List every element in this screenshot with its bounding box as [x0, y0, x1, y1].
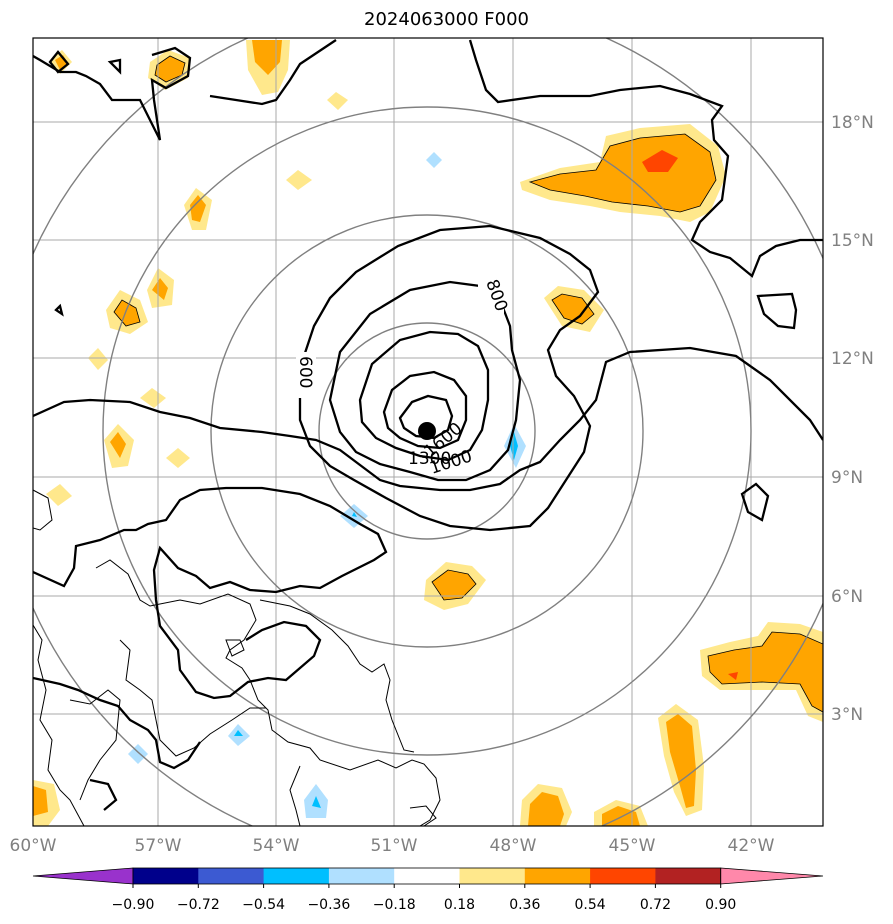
x-tick-label: 48°W [490, 836, 537, 856]
colorbar-extend-low [32, 867, 134, 885]
colorbar-tick-label: −0.18 [373, 897, 416, 913]
colorbar-tick-label: 0.54 [575, 897, 606, 913]
colorbar-segment [459, 868, 526, 884]
shaded-positive-fields [33, 40, 823, 826]
colorbar-tick-label: −0.54 [242, 897, 285, 913]
plot-frame [32, 37, 824, 827]
y-tick-labels: 18°N 15°N 12°N 9°N 6°N 3°N [831, 113, 874, 725]
contour-label-group: 600 800 1000 1300 1600 [295, 277, 511, 479]
contour-label-1300: 1300 [408, 449, 451, 469]
colorbar-tick-label: 0.90 [705, 897, 736, 913]
colorbar-segment [524, 868, 591, 884]
colorbar-tick-label: −0.72 [177, 897, 220, 913]
x-tick-labels: 60°W 57°W 54°W 51°W 48°W 45°W 42°W [10, 836, 775, 856]
x-tick-label: 45°W [609, 836, 656, 856]
colorbar-tick-label: −0.90 [112, 897, 155, 913]
y-tick-label: 18°N [831, 113, 874, 133]
colorbar-frame [132, 867, 722, 885]
colorbar-segment [263, 868, 330, 884]
y-tick-label: 15°N [831, 231, 874, 251]
y-tick-label: 9°N [831, 468, 863, 488]
colorbar-segment [198, 868, 265, 884]
colorbar-segment [133, 868, 199, 884]
shade-outlines [113, 55, 823, 713]
chart-title: 2024063000 F000 [364, 9, 529, 30]
x-tick-label: 57°W [135, 836, 182, 856]
y-tick-label: 12°N [831, 349, 874, 369]
contour-label-600: 600 [295, 356, 315, 388]
colorbar-segment [394, 868, 460, 884]
y-tick-label: 3°N [831, 705, 863, 725]
coastlines [33, 489, 441, 826]
storm-center-marker [418, 422, 436, 440]
range-rings [33, 38, 823, 826]
colorbar-tick-label: −0.36 [307, 897, 350, 913]
colorbar-segment [655, 868, 722, 884]
shaded-negative-fields [128, 152, 526, 818]
x-tick-label: 54°W [253, 836, 300, 856]
colorbar-tick-label: 0.72 [640, 897, 671, 913]
x-tick-label: 42°W [728, 836, 775, 856]
colorbar-tick-label: 0.18 [444, 897, 475, 913]
x-tick-label: 60°W [10, 836, 57, 856]
contour-lines [33, 39, 823, 811]
colorbar-extend-high [720, 867, 824, 885]
colorbar-tick-label: 0.36 [509, 897, 540, 913]
x-tick-label: 51°W [371, 836, 418, 856]
colorbar-segment [328, 868, 395, 884]
colorbar: −0.90 −0.72 −0.54 −0.36 −0.18 0.18 0.36 0.54 0.7… [32, 867, 824, 913]
y-tick-label: 6°N [831, 587, 863, 607]
colorbar-segment [590, 868, 656, 884]
